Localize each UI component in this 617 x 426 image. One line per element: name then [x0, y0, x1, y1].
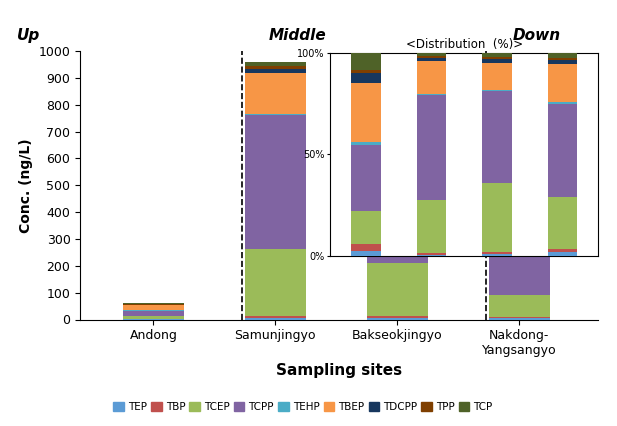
Bar — [245, 114, 306, 115]
Bar — [245, 62, 306, 66]
Text: Down: Down — [512, 28, 560, 43]
Bar — [245, 249, 306, 316]
Bar — [489, 256, 550, 295]
Bar — [548, 197, 578, 249]
Bar — [123, 303, 184, 304]
Bar — [123, 316, 184, 319]
Bar — [366, 160, 428, 163]
Bar — [351, 211, 381, 244]
Bar — [489, 317, 550, 318]
Bar — [417, 94, 446, 95]
Bar — [245, 72, 306, 114]
Bar — [417, 61, 446, 94]
Bar — [548, 58, 578, 60]
Bar — [366, 189, 428, 190]
Bar — [351, 244, 381, 250]
Bar — [482, 183, 511, 251]
Bar — [489, 236, 550, 238]
Bar — [417, 200, 446, 253]
Bar — [366, 168, 428, 189]
Bar — [351, 73, 381, 83]
Bar — [366, 316, 428, 318]
Bar — [482, 254, 511, 256]
Bar — [366, 190, 428, 262]
Bar — [482, 251, 511, 254]
Bar — [548, 104, 578, 197]
Bar — [489, 240, 550, 256]
Bar — [417, 255, 446, 256]
Title: <Distribution  (%)>: <Distribution (%)> — [406, 37, 523, 51]
Bar — [366, 262, 428, 316]
Bar — [351, 53, 381, 70]
Bar — [245, 69, 306, 72]
Bar — [245, 318, 306, 320]
Bar — [482, 63, 511, 90]
Bar — [548, 252, 578, 256]
Text: Middle: Middle — [269, 28, 327, 43]
Bar — [245, 66, 306, 69]
Bar — [489, 238, 550, 239]
Bar — [245, 316, 306, 318]
Bar — [489, 239, 550, 240]
Bar — [489, 318, 550, 320]
Bar — [482, 57, 511, 59]
Bar — [548, 53, 578, 58]
Bar — [417, 56, 446, 58]
Bar — [417, 58, 446, 61]
Bar — [123, 305, 184, 310]
Bar — [366, 165, 428, 168]
Bar — [482, 91, 511, 183]
Bar — [482, 90, 511, 91]
Bar — [548, 102, 578, 104]
Text: Up: Up — [17, 28, 40, 43]
X-axis label: Sampling sites: Sampling sites — [276, 363, 402, 378]
Bar — [245, 115, 306, 249]
Bar — [366, 318, 428, 320]
Bar — [482, 53, 511, 57]
Bar — [351, 250, 381, 256]
Legend: TEP, TBP, TCEP, TCPP, TEHP, TBEP, TDCPP, TPP, TCP: TEP, TBP, TCEP, TCPP, TEHP, TBEP, TDCPP,… — [109, 398, 497, 416]
Bar — [489, 295, 550, 317]
Bar — [417, 95, 446, 200]
Bar — [482, 59, 511, 63]
Bar — [548, 63, 578, 102]
Bar — [351, 142, 381, 145]
Bar — [351, 83, 381, 142]
Bar — [417, 253, 446, 255]
Bar — [548, 249, 578, 252]
Bar — [351, 70, 381, 73]
Bar — [366, 163, 428, 165]
Bar — [548, 60, 578, 63]
Y-axis label: Conc. (ng/L): Conc. (ng/L) — [19, 138, 33, 233]
Bar — [351, 145, 381, 211]
Bar — [417, 53, 446, 56]
Bar — [123, 311, 184, 316]
